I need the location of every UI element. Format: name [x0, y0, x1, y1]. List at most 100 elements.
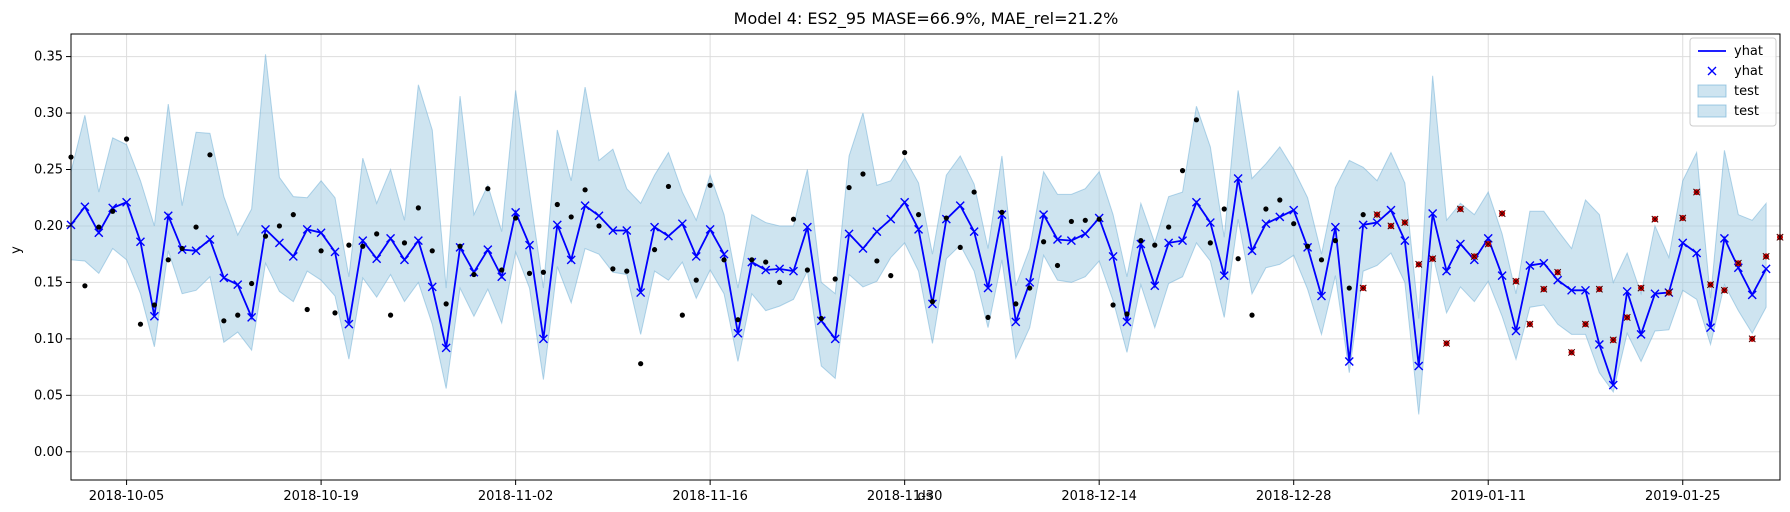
actual-point [568, 214, 574, 220]
actual-point [1346, 285, 1352, 291]
yhat-marker [1261, 219, 1271, 229]
legend-label: yhat [1734, 44, 1763, 59]
actual-point [1249, 312, 1255, 318]
test-point-marker [1693, 188, 1701, 196]
yhat-marker [719, 249, 729, 259]
actual-point [1013, 301, 1019, 307]
actual-point [1360, 212, 1366, 218]
yhat-marker [233, 280, 243, 290]
actual-point [540, 269, 547, 275]
actual-point [1332, 238, 1338, 244]
actual-point [457, 243, 463, 249]
actual-point [471, 271, 477, 278]
actual-point [888, 273, 894, 279]
actual-point [777, 279, 783, 286]
yhat-marker [399, 255, 409, 265]
actual-point [1207, 240, 1213, 246]
test-point-marker [1762, 252, 1770, 260]
yhat-marker [886, 214, 896, 224]
test-point-marker [1568, 348, 1576, 356]
yhat-marker [622, 225, 632, 235]
yhat-marker [1636, 329, 1646, 339]
actual-point [1096, 216, 1102, 222]
yhat-marker [1719, 233, 1729, 243]
test-point-marker [1387, 222, 1395, 230]
y-tick-label: 0.20 [34, 219, 63, 234]
yhat-marker [1608, 380, 1618, 390]
actual-point [82, 283, 88, 289]
legend-swatch-marker [1707, 66, 1717, 76]
x-tick-label: 2018-10-05 [89, 489, 165, 504]
test-point-marker [1470, 252, 1478, 260]
yhat-marker [1080, 229, 1090, 239]
yhat-marker [483, 245, 493, 255]
yhat-marker [1580, 285, 1590, 295]
yhat-marker [1233, 174, 1243, 184]
yhat-marker [1247, 246, 1257, 256]
y-tick-label: 0.10 [34, 332, 63, 347]
yhat-marker [1372, 218, 1382, 228]
yhat-marker [413, 236, 423, 246]
actual-point [499, 267, 505, 273]
yhat-marker [330, 247, 340, 257]
test-point-marker [1595, 285, 1603, 293]
actual-point [1110, 302, 1116, 308]
yhat-marker [1761, 264, 1771, 274]
test-point-marker [1359, 284, 1367, 292]
yhat-marker [1400, 236, 1410, 246]
actual-point [374, 231, 380, 237]
actual-point [526, 270, 533, 276]
yhat-marker [691, 251, 701, 261]
yhat-marker [1205, 218, 1215, 228]
x-tick-label: 2018-12-28 [1256, 489, 1332, 504]
yhat-marker [858, 244, 868, 254]
actual-point [1027, 285, 1033, 291]
y-tick-label: 0.15 [34, 275, 63, 290]
actual-point [1235, 256, 1241, 262]
y-axis-label: y [9, 246, 24, 254]
actual-point [804, 267, 810, 273]
yhat-marker [80, 202, 90, 212]
y-tick-label: 0.05 [34, 388, 63, 403]
test-point-marker [1748, 335, 1756, 343]
yhat-marker [149, 311, 159, 321]
actual-point [332, 310, 338, 316]
actual-point [1179, 168, 1186, 174]
actual-point [276, 223, 283, 229]
yhat-marker [636, 288, 646, 298]
test-point-marker [1637, 284, 1645, 292]
yhat-marker [914, 224, 924, 234]
yhat-marker [1455, 239, 1465, 249]
yhat-marker [1567, 285, 1577, 295]
actual-point [999, 209, 1005, 215]
actual-point [415, 205, 421, 211]
actual-point [1152, 242, 1158, 248]
test-point-marker [1706, 281, 1715, 289]
x-tick-label: 2018-12-14 [1061, 489, 1137, 504]
actual-point [179, 245, 185, 252]
actual-point [443, 301, 449, 307]
yhat-marker [1497, 271, 1507, 281]
yhat-marker [163, 211, 173, 221]
y-tick-label: 0.30 [34, 106, 63, 121]
actual-point [1221, 206, 1227, 212]
yhat-marker [247, 312, 257, 322]
actual-point [790, 216, 797, 222]
x-tick-label: 2018-11-02 [478, 489, 554, 504]
yhat-marker [1039, 210, 1049, 220]
yhat-marker [1066, 236, 1076, 246]
yhat-marker [1622, 286, 1632, 296]
yhat-marker [705, 224, 715, 234]
yhat-marker [650, 222, 660, 232]
actual-point [721, 257, 727, 263]
actual-point [943, 215, 949, 221]
yhat-marker [1747, 290, 1757, 300]
yhat-marker [108, 203, 118, 213]
actual-point [165, 257, 171, 263]
y-tick-label: 0.35 [34, 50, 63, 65]
actual-point [193, 224, 199, 230]
yhat-marker [1330, 222, 1340, 232]
actual-point [651, 247, 658, 253]
actual-point [860, 171, 866, 177]
